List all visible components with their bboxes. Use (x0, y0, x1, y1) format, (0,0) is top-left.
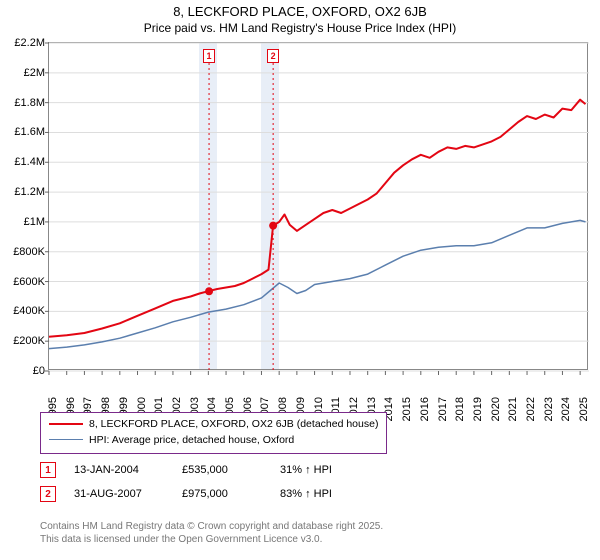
sale-date: 31-AUG-2007 (74, 488, 164, 500)
x-tick-label: 2025 (574, 397, 590, 421)
x-tick-label: 2019 (468, 397, 484, 421)
x-tick-label: 2017 (433, 397, 449, 421)
y-tick-label: £1.4M (14, 156, 49, 168)
y-tick-label: £200K (13, 335, 49, 347)
chart-subtitle: Price paid vs. HM Land Registry's House … (0, 21, 600, 39)
y-tick-label: £1.6M (14, 126, 49, 138)
sale-price: £975,000 (182, 488, 262, 500)
x-tick-label: 2024 (556, 397, 572, 421)
legend-label: 8, LECKFORD PLACE, OXFORD, OX2 6JB (deta… (89, 418, 378, 430)
sale-hpi: 83% ↑ HPI (280, 488, 360, 500)
y-tick-label: £1.8M (14, 97, 49, 109)
y-tick-label: £400K (13, 305, 49, 317)
sale-row-marker: 1 (40, 462, 56, 478)
sale-date: 13-JAN-2004 (74, 464, 164, 476)
chart-title: 8, LECKFORD PLACE, OXFORD, OX2 6JB (0, 0, 600, 21)
sale-marker: 1 (203, 49, 215, 63)
y-tick-label: £1M (24, 216, 49, 228)
chart-container: 8, LECKFORD PLACE, OXFORD, OX2 6JB Price… (0, 0, 600, 560)
legend-swatch (49, 423, 83, 425)
plot-svg (49, 43, 589, 371)
plot-area: £0£200K£400K£600K£800K£1M£1.2M£1.4M£1.6M… (48, 42, 588, 370)
sale-row: 2 31-AUG-2007 £975,000 83% ↑ HPI (40, 486, 360, 502)
footer-line-2: This data is licensed under the Open Gov… (40, 533, 383, 546)
y-tick-label: £2M (24, 67, 49, 79)
y-tick-label: £1.2M (14, 186, 49, 198)
legend-item: 8, LECKFORD PLACE, OXFORD, OX2 6JB (deta… (49, 417, 378, 433)
legend-swatch (49, 439, 83, 440)
x-tick-label: 2023 (539, 397, 555, 421)
x-tick-label: 2015 (397, 397, 413, 421)
legend-item: HPI: Average price, detached house, Oxfo… (49, 433, 378, 449)
x-tick-label: 2020 (486, 397, 502, 421)
legend-label: HPI: Average price, detached house, Oxfo… (89, 434, 294, 446)
y-tick-label: £800K (13, 246, 49, 258)
y-tick-label: £0 (33, 365, 49, 377)
sale-marker: 2 (267, 49, 279, 63)
sale-price: £535,000 (182, 464, 262, 476)
x-tick-label: 2021 (503, 397, 519, 421)
footer-attribution: Contains HM Land Registry data © Crown c… (40, 520, 383, 546)
x-tick-label: 2022 (521, 397, 537, 421)
y-tick-label: £2.2M (14, 37, 49, 49)
sale-hpi: 31% ↑ HPI (280, 464, 360, 476)
sale-row: 1 13-JAN-2004 £535,000 31% ↑ HPI (40, 462, 360, 478)
x-tick-label: 2016 (415, 397, 431, 421)
x-tick-label: 2018 (450, 397, 466, 421)
y-tick-label: £600K (13, 276, 49, 288)
footer-line-1: Contains HM Land Registry data © Crown c… (40, 520, 383, 533)
legend: 8, LECKFORD PLACE, OXFORD, OX2 6JB (deta… (40, 412, 387, 454)
sale-row-marker: 2 (40, 486, 56, 502)
